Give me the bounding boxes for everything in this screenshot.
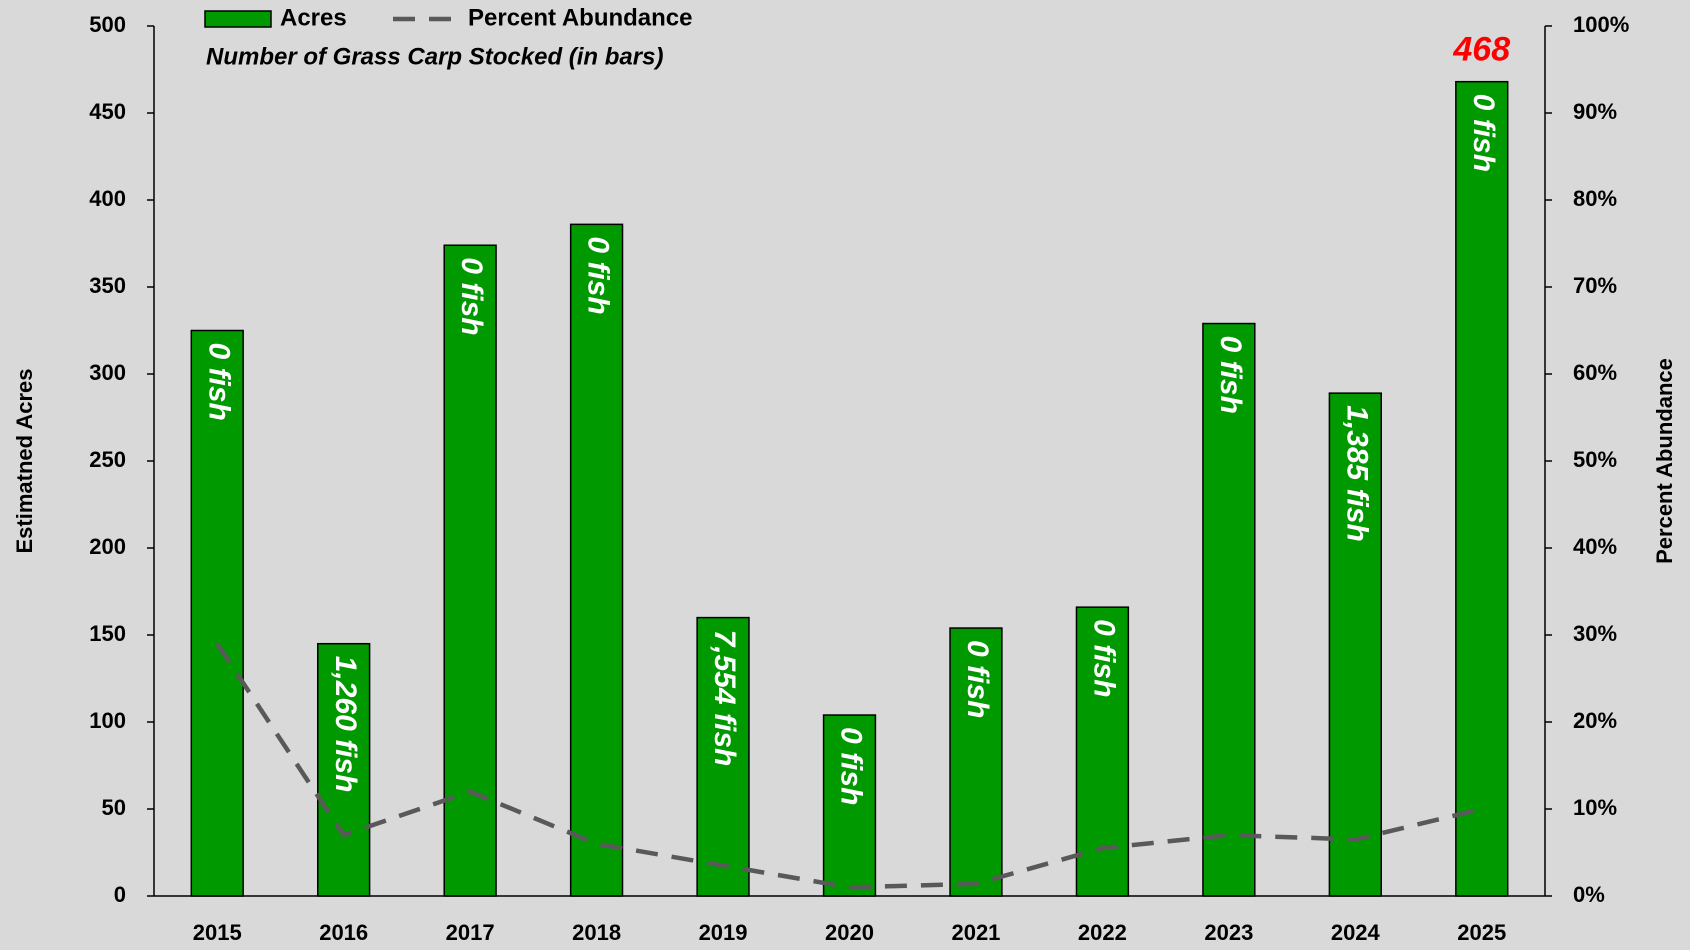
x-tick-label: 2023 xyxy=(1204,920,1253,945)
x-tick-label: 2016 xyxy=(319,920,368,945)
y2-tick-label: 90% xyxy=(1573,99,1617,124)
x-tick-label: 2017 xyxy=(446,920,495,945)
y-tick-label: 300 xyxy=(89,360,126,385)
bar-annotation: 0 fish xyxy=(582,236,615,314)
y2-tick-label: 40% xyxy=(1573,534,1617,559)
line xyxy=(215,642,1483,890)
bar-annotation: 7,554 fish xyxy=(708,630,741,767)
bar-annotation: 0 fish xyxy=(202,343,235,421)
y-tick-label: 350 xyxy=(89,273,126,298)
bar xyxy=(569,223,624,897)
bar xyxy=(949,627,1003,897)
x-tick-label: 2015 xyxy=(193,920,242,945)
bar xyxy=(696,616,750,897)
y2-tick-label: 0% xyxy=(1573,882,1605,907)
bar xyxy=(443,244,497,897)
y-tick-label: 100 xyxy=(89,708,126,733)
y2-tick-label: 20% xyxy=(1573,708,1617,733)
x-tick-label: 2020 xyxy=(825,920,874,945)
y2-tick-label: 70% xyxy=(1573,273,1617,298)
y-axis-label: Estimatned Acres xyxy=(12,368,37,553)
x-tick-label: 2024 xyxy=(1331,920,1381,945)
y2-tick-label: 100% xyxy=(1573,12,1629,37)
bar-annotation: 1,260 fish xyxy=(329,656,362,793)
bar-annotation: 0 fish xyxy=(1467,94,1500,172)
x-tick-label: 2018 xyxy=(572,920,621,945)
x-tick-label: 2019 xyxy=(699,920,748,945)
y-tick-label: 250 xyxy=(89,447,126,472)
y-tick-label: 450 xyxy=(89,99,126,124)
bar xyxy=(1328,392,1382,897)
y2-axis-label: Percent Abundance xyxy=(1652,358,1677,564)
bar-annotation: 0 fish xyxy=(455,257,488,335)
y2-tick-label: 30% xyxy=(1573,621,1617,646)
x-tick-label: 2021 xyxy=(951,920,1000,945)
y-tick-label: 500 xyxy=(89,12,126,37)
y-tick-label: 200 xyxy=(89,534,126,559)
bar-annotation: 0 fish xyxy=(835,727,868,805)
y2-tick-label: 10% xyxy=(1573,795,1617,820)
bar xyxy=(1455,80,1509,897)
y2-tick-label: 50% xyxy=(1573,447,1617,472)
bar xyxy=(190,329,244,897)
legend-swatch xyxy=(204,10,272,28)
y-tick-label: 400 xyxy=(89,186,126,211)
value-label: 468 xyxy=(1452,31,1510,69)
chart-subtitle: Number of Grass Carp Stocked (in bars) xyxy=(206,43,663,70)
bar-annotation: 0 fish xyxy=(961,640,994,718)
bar xyxy=(317,642,371,897)
bar-annotation: 1,385 fish xyxy=(1340,405,1373,542)
y-tick-label: 50 xyxy=(102,795,126,820)
y2-tick-label: 60% xyxy=(1573,360,1617,385)
y2-tick-label: 80% xyxy=(1573,186,1617,211)
y-tick-label: 150 xyxy=(89,621,126,646)
bar xyxy=(1202,322,1256,897)
y-tick-label: 0 xyxy=(114,882,126,907)
bar-annotation: 0 fish xyxy=(1087,619,1120,697)
x-tick-label: 2025 xyxy=(1457,920,1506,945)
bar-annotation: 0 fish xyxy=(1214,336,1247,414)
x-tick-label: 2022 xyxy=(1078,920,1127,945)
legend-label: Percent Abundance xyxy=(468,4,693,31)
legend-label: Acres xyxy=(280,4,347,31)
bar xyxy=(822,714,877,897)
